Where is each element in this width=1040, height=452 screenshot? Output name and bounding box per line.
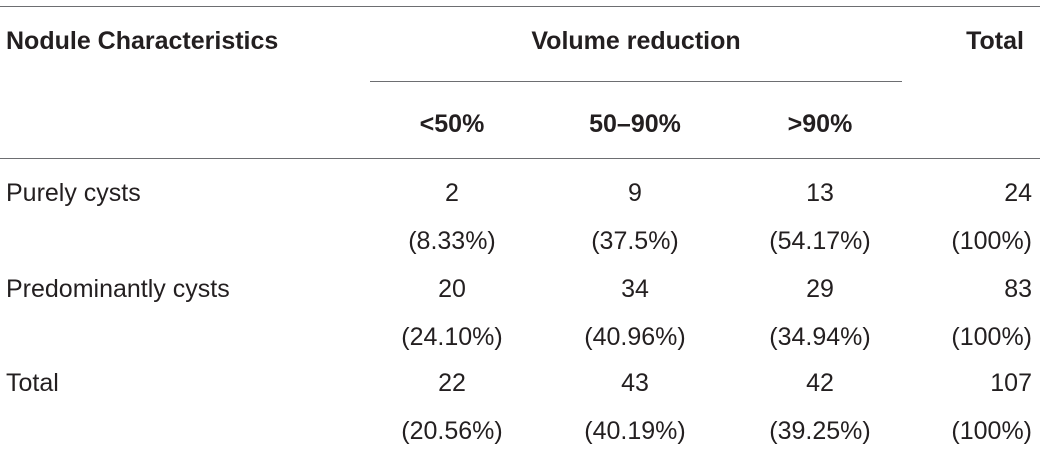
- cell-count: 29: [806, 275, 834, 303]
- cell-percent: (40.19%): [584, 417, 686, 445]
- cell-percent: (40.96%): [584, 323, 686, 351]
- cell-count: 9: [628, 179, 642, 207]
- cell-count: 20: [438, 275, 466, 303]
- cell-percent: (34.94%): [769, 323, 871, 351]
- cell-percent: (54.17%): [769, 227, 871, 255]
- row-label: Total: [6, 369, 59, 397]
- subheader-50-90: 50–90%: [589, 110, 681, 138]
- top-rule: [0, 6, 1040, 7]
- row-label: Predominantly cysts: [6, 275, 230, 303]
- header-total: Total: [966, 27, 1024, 55]
- cell-percent: (37.5%): [591, 227, 679, 255]
- row-label: Purely cysts: [6, 179, 141, 207]
- cell-percent: (39.25%): [769, 417, 871, 445]
- cell-count-total: 107: [990, 369, 1032, 397]
- header-volume-reduction: Volume reduction: [531, 27, 741, 55]
- cell-percent-total: (100%): [951, 417, 1032, 445]
- cell-count: 34: [621, 275, 649, 303]
- cell-percent-total: (100%): [951, 323, 1032, 351]
- cell-count: 22: [438, 369, 466, 397]
- cell-count: 43: [621, 369, 649, 397]
- cell-percent: (24.10%): [401, 323, 503, 351]
- header-bottom-rule: [0, 158, 1040, 159]
- cell-percent: (8.33%): [408, 227, 496, 255]
- cell-count-total: 83: [1004, 275, 1032, 303]
- subheader-gt90: >90%: [787, 110, 853, 138]
- header-nodule-characteristics: Nodule Characteristics: [6, 27, 279, 55]
- cell-count-total: 24: [1004, 179, 1032, 207]
- cell-count: 2: [445, 179, 459, 207]
- cell-count: 13: [806, 179, 834, 207]
- volume-reduction-rule: [370, 81, 902, 82]
- cell-percent-total: (100%): [951, 227, 1032, 255]
- cell-count: 42: [806, 369, 834, 397]
- subheader-lt50: <50%: [419, 110, 485, 138]
- cell-percent: (20.56%): [401, 417, 503, 445]
